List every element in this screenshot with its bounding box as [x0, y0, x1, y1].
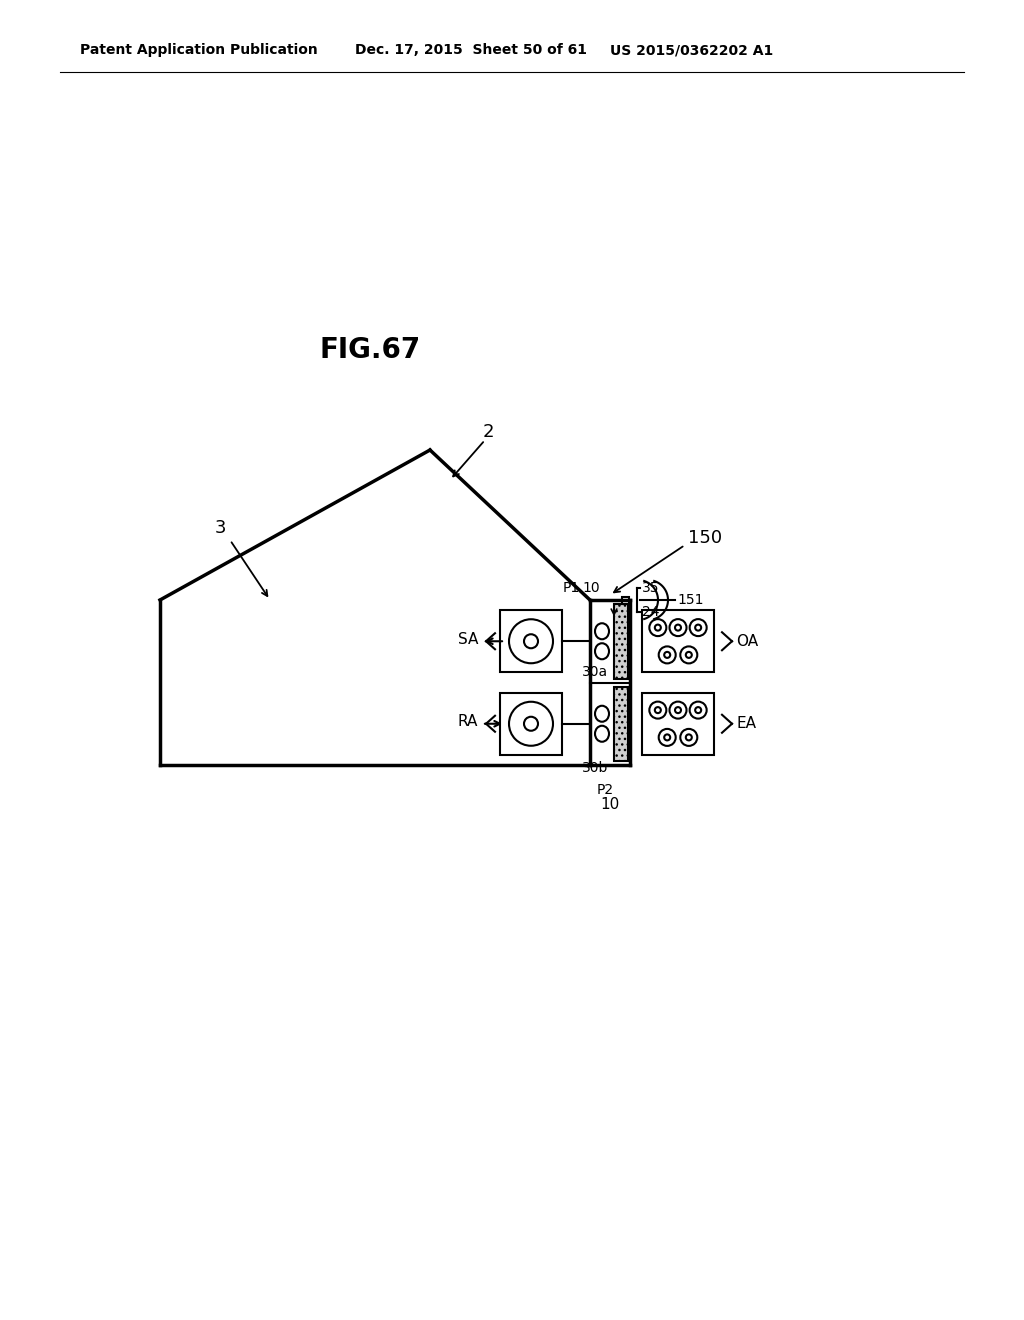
Circle shape	[695, 708, 701, 713]
Circle shape	[649, 702, 667, 718]
Text: 30a: 30a	[582, 665, 608, 680]
Circle shape	[670, 702, 686, 718]
Circle shape	[658, 729, 676, 746]
Circle shape	[658, 647, 676, 664]
Circle shape	[675, 708, 681, 713]
Text: 2: 2	[482, 422, 494, 441]
Text: 3: 3	[214, 519, 225, 537]
Text: OA: OA	[736, 634, 758, 648]
Text: 35: 35	[642, 581, 659, 595]
Circle shape	[680, 729, 697, 746]
Text: 30b: 30b	[582, 762, 608, 775]
Text: 151: 151	[677, 593, 703, 607]
Text: P1: P1	[563, 581, 580, 595]
Circle shape	[680, 647, 697, 664]
Text: US 2015/0362202 A1: US 2015/0362202 A1	[610, 44, 773, 57]
Text: P2: P2	[596, 783, 613, 797]
Circle shape	[524, 717, 538, 731]
Bar	[614, 605, 628, 678]
Text: 24: 24	[642, 605, 659, 619]
Text: Patent Application Publication: Patent Application Publication	[80, 44, 317, 57]
Ellipse shape	[595, 623, 609, 639]
Text: RA: RA	[458, 714, 478, 729]
Circle shape	[524, 634, 538, 648]
Circle shape	[686, 652, 692, 657]
Bar	[500, 610, 562, 672]
Circle shape	[654, 708, 660, 713]
Circle shape	[654, 624, 660, 631]
Text: 10: 10	[582, 581, 600, 595]
Text: 10: 10	[600, 797, 620, 812]
Circle shape	[509, 702, 553, 746]
Bar	[500, 693, 562, 755]
Ellipse shape	[595, 706, 609, 722]
Circle shape	[695, 624, 701, 631]
Circle shape	[665, 734, 670, 741]
Bar	[642, 693, 714, 755]
Bar	[622, 597, 629, 605]
Ellipse shape	[595, 726, 609, 742]
Bar	[614, 686, 628, 762]
Text: SA: SA	[458, 632, 478, 647]
Text: EA: EA	[736, 717, 756, 731]
Circle shape	[665, 652, 670, 657]
Circle shape	[509, 619, 553, 663]
Circle shape	[649, 619, 667, 636]
Circle shape	[689, 702, 707, 718]
Text: 150: 150	[688, 529, 722, 546]
Circle shape	[675, 624, 681, 631]
Circle shape	[670, 619, 686, 636]
Ellipse shape	[595, 643, 609, 659]
Circle shape	[689, 619, 707, 636]
Text: FIG.67: FIG.67	[319, 337, 421, 364]
Circle shape	[686, 734, 692, 741]
Text: Dec. 17, 2015  Sheet 50 of 61: Dec. 17, 2015 Sheet 50 of 61	[355, 44, 587, 57]
Bar	[642, 610, 714, 672]
